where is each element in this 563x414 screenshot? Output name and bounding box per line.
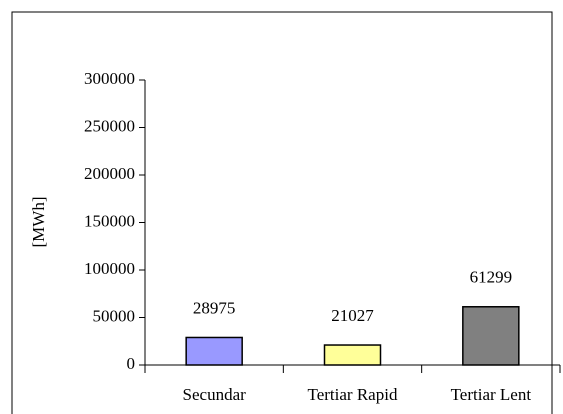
y-tick-label: 150000	[84, 211, 135, 230]
data-label: 21027	[331, 306, 374, 325]
y-tick-label: 100000	[84, 259, 135, 278]
bar	[462, 306, 520, 366]
data-label: 61299	[470, 268, 513, 287]
bar	[323, 344, 382, 366]
y-tick-label: 300000	[84, 69, 135, 88]
y-tick-label: 50000	[93, 306, 136, 325]
chart-frame	[11, 11, 553, 414]
x-tick-label: Secundar	[183, 385, 247, 404]
y-tick-label: 200000	[84, 164, 135, 183]
y-axis-label: [MWh]	[29, 197, 48, 248]
bar	[185, 336, 243, 366]
data-label: 28975	[193, 298, 236, 317]
x-tick-label: Tertiar Rapid	[308, 385, 398, 404]
x-tick-label: Tertiar Lent	[451, 385, 532, 404]
y-tick-label: 250000	[84, 116, 135, 135]
y-tick-label: 0	[127, 354, 136, 373]
